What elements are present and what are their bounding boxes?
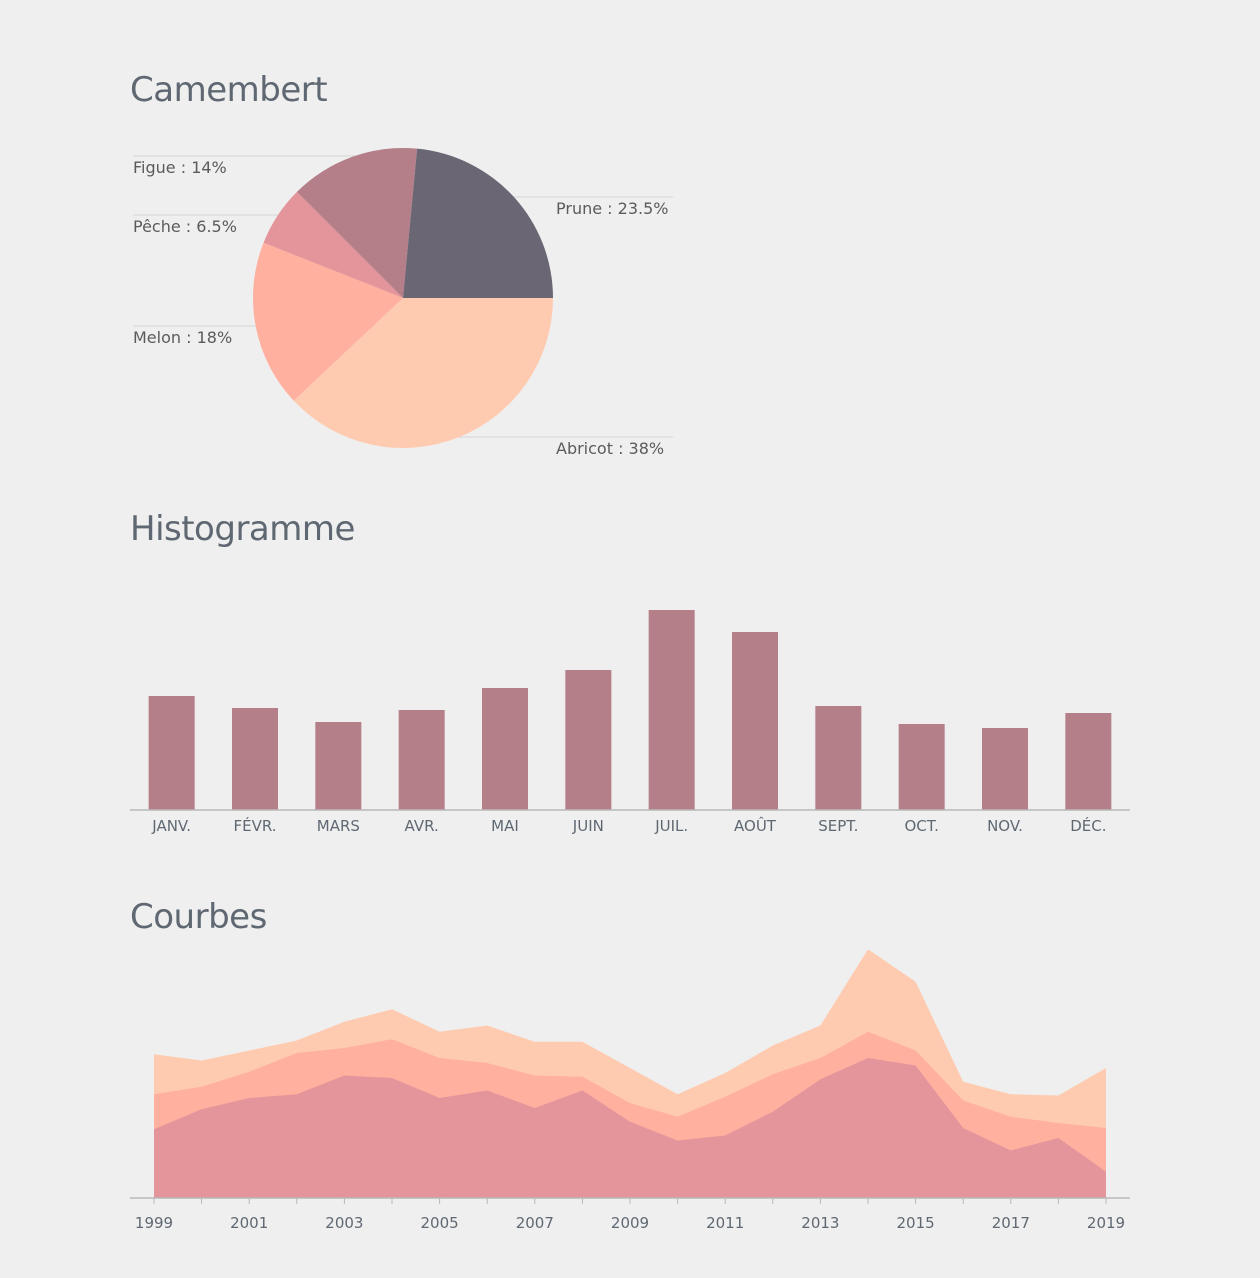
- bar-tick-label: JANV.: [151, 817, 191, 835]
- pie-label-melon: Melon : 18%: [133, 328, 232, 347]
- pie-label-pêche: Pêche : 6.5%: [133, 217, 237, 236]
- pie-chart: Prune : 23.5% Abricot : 38% Melon : 18% Pêc…: [133, 148, 673, 458]
- bar-tick-label: SEPT.: [818, 817, 858, 835]
- bar-5: [482, 688, 528, 810]
- pie-chart-title: Camembert: [130, 70, 328, 110]
- bar-tick-label: JUIN: [572, 817, 604, 835]
- area-series-1: [154, 1058, 1106, 1198]
- bar-4: [398, 710, 445, 810]
- bar-12: [1065, 713, 1112, 810]
- bar-1: [148, 696, 195, 810]
- bar-tick-label: NOV.: [987, 817, 1023, 835]
- area-tick-label: 2005: [421, 1214, 459, 1232]
- bar-tick-label: DÉC.: [1070, 816, 1106, 835]
- bar-10: [898, 724, 945, 810]
- bar-tick-label: AVR.: [405, 817, 439, 835]
- area-tick-label: 2017: [992, 1214, 1030, 1232]
- bar-11: [982, 728, 1028, 810]
- bar-2: [232, 708, 278, 810]
- pie-slice-figue: [296, 148, 418, 298]
- bar-tick-label: FÉVR.: [233, 816, 276, 835]
- pie-slice-pêche: [263, 191, 403, 298]
- pie-slice-melon: [252, 242, 403, 401]
- area-tick-label: 2011: [706, 1214, 744, 1232]
- bar-tick-label: OCT.: [904, 817, 938, 835]
- area-tick-label: 2013: [801, 1214, 839, 1232]
- area-tick-label: 2003: [325, 1214, 363, 1232]
- area-tick-label: 2015: [897, 1214, 935, 1232]
- bar-3: [315, 722, 362, 810]
- pie-slice-abricot: [293, 298, 553, 449]
- bar-7: [648, 610, 695, 810]
- area-tick-label: 2001: [230, 1214, 268, 1232]
- pie-slice-prune: [403, 148, 553, 298]
- bar-tick-label: JUIL.: [654, 817, 688, 835]
- area-tick-label: 2019: [1087, 1214, 1125, 1232]
- area-chart: 1999 2001 2003 2005 2007 2009 2011 2013 2015 2017…: [130, 950, 1130, 1232]
- bar-6: [565, 670, 612, 810]
- bar-8: [732, 632, 778, 810]
- bar-tick-label: AOÛT: [734, 816, 777, 835]
- bar-9: [815, 706, 862, 810]
- pie-label-abricot: Abricot : 38%: [556, 439, 664, 458]
- pie-label-figue: Figue : 14%: [133, 158, 227, 177]
- bar-tick-label: MAI: [491, 817, 519, 835]
- area-tick-label: 2007: [516, 1214, 554, 1232]
- area-tick-label: 1999: [135, 1214, 173, 1232]
- area-chart-title: Courbes: [130, 897, 267, 937]
- area-tick-label: 2009: [611, 1214, 649, 1232]
- bar-tick-label: MARS: [317, 817, 360, 835]
- bar-chart-title: Histogramme: [130, 509, 355, 549]
- pie-label-prune: Prune : 23.5%: [556, 199, 668, 218]
- bar-chart: JANV. FÉVR. MARS AVR. MAI JUIN JUIL. AOÛT SEPT. O…: [130, 610, 1130, 835]
